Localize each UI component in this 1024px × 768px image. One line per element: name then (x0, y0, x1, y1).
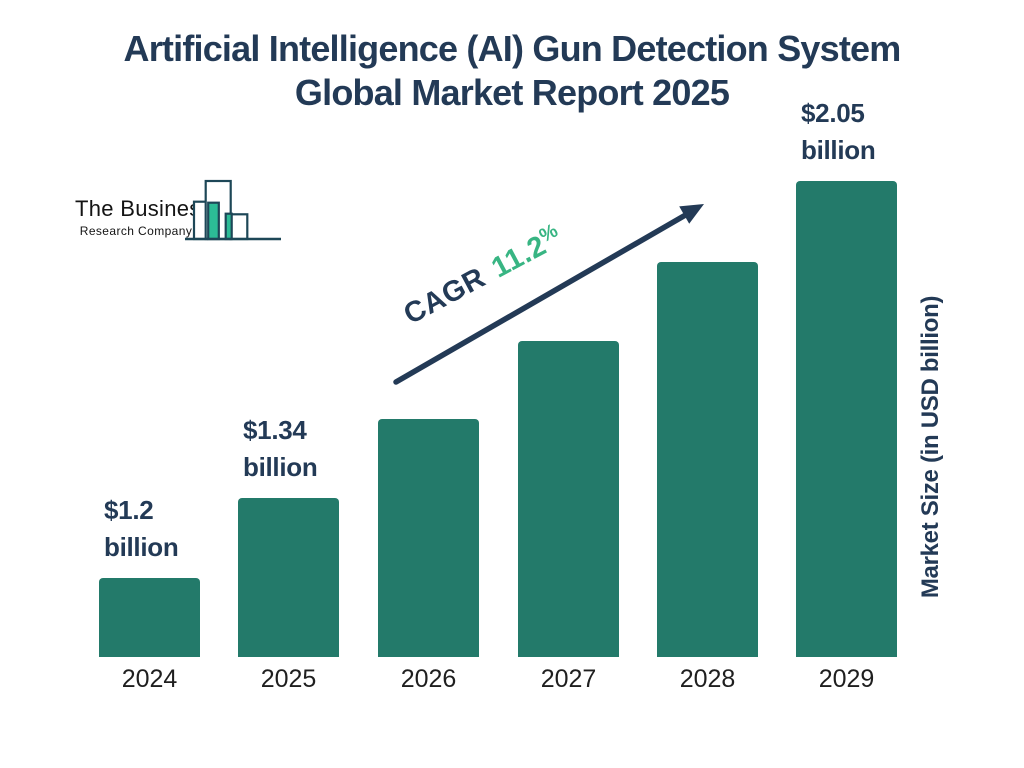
bar-2027 (518, 341, 619, 657)
bar-column-2025: $1.34 billion 2025 (238, 415, 339, 693)
year-label-2025: 2025 (260, 665, 317, 693)
value-label-unit: billion (104, 532, 179, 562)
value-label: $2.05 billion (801, 95, 971, 169)
bar-2026 (378, 419, 479, 657)
value-label: $1.34 billion (243, 412, 413, 486)
brand-logo: The Business Research Company (75, 160, 290, 250)
bar-column-2026: 2026 (378, 419, 479, 693)
year-label-2026: 2026 (400, 665, 457, 693)
growth-arrow-icon (393, 204, 704, 385)
brand-logo-text: The Business Research Company (75, 196, 212, 238)
bottom-dashed-divider (0, 731, 1024, 737)
value-label-amount: $1.2 (104, 495, 154, 525)
bar-2029 (796, 181, 897, 657)
chart-title-line2: Global Market Report 2025 (294, 72, 730, 113)
bar-2025 (238, 498, 339, 657)
value-label-amount: $1.34 (243, 415, 307, 445)
value-label-amount: $2.05 (801, 98, 865, 128)
year-label-2027: 2027 (540, 665, 597, 693)
value-label-unit: billion (243, 452, 318, 482)
bar-column-2027: 2027 (518, 341, 619, 693)
y-axis-label: Market Size (in USD billion) (917, 295, 944, 599)
bar-column-2029: $2.05 billion 2029 (796, 98, 897, 693)
bar-chart-logo-icon (185, 179, 281, 241)
chart-title: Artificial Intelligence (AI) Gun Detecti… (0, 27, 1024, 115)
value-label: $1.2 billion (104, 492, 274, 566)
bar-column-2028: 2028 (657, 262, 758, 693)
chart-title-line1: Artificial Intelligence (AI) Gun Detecti… (123, 28, 902, 69)
year-label-2024: 2024 (121, 665, 178, 693)
bar-column-2024: $1.2 billion 2024 (99, 495, 200, 693)
bar-2024 (99, 578, 200, 657)
year-label-2028: 2028 (679, 665, 736, 693)
bar-2028 (657, 262, 758, 657)
year-label-2029: 2029 (818, 665, 875, 693)
brand-name: The Business (75, 196, 212, 221)
brand-subname: Research Company (79, 224, 193, 238)
value-label-unit: billion (801, 135, 876, 165)
